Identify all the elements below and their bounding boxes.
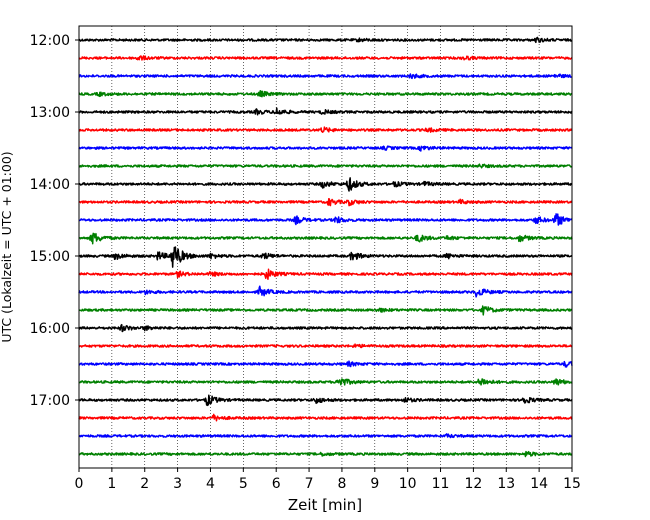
x-tick-label: 5	[239, 476, 248, 492]
y-tick-label: 17:00	[30, 393, 70, 409]
x-tick-label: 9	[370, 476, 379, 492]
seismic-trace-12:00	[78, 36, 573, 44]
x-tick-label: 6	[272, 476, 281, 492]
seismic-trace-12:30	[78, 73, 573, 80]
plot-frame	[78, 25, 573, 469]
seismic-trace-15:30	[78, 285, 573, 298]
seismic-trace-16:45	[78, 378, 573, 386]
seismic-trace-14:30	[78, 213, 573, 226]
x-axis-ticks: 0 1 2 3 4 5 6 7 8 9 10 11 12 13 14 15	[75, 468, 581, 492]
seismic-trace-17:45	[78, 450, 573, 458]
seismic-trace-13:45	[78, 163, 573, 169]
x-tick-label: 4	[206, 476, 215, 492]
x-tick-label: 8	[337, 476, 346, 492]
x-tick-label: 10	[399, 476, 417, 492]
y-tick-label: 16:00	[30, 321, 70, 337]
x-axis-label: Zeit [min]	[288, 496, 362, 514]
seismic-trace-13:30	[78, 145, 573, 152]
seismic-trace-15:15	[78, 268, 573, 280]
seismic-trace-14:45	[78, 232, 573, 245]
y-tick-label: 14:00	[30, 177, 70, 193]
x-tick-label: 12	[464, 476, 482, 492]
seismic-trace-12:45	[78, 89, 573, 98]
seismic-trace-17:00	[78, 394, 573, 407]
y-axis-label: UTC (Lokalzeit = UTC + 01:00)	[0, 151, 14, 342]
seismic-trace-16:00	[78, 323, 573, 333]
y-tick-label: 15:00	[30, 249, 70, 265]
seismic-trace-15:00	[78, 246, 573, 268]
seismic-trace-17:15	[78, 413, 573, 422]
x-tick-label: 14	[530, 476, 548, 492]
seismic-trace-17:30	[78, 433, 573, 439]
seismic-trace-12:15	[78, 55, 573, 61]
trace-layer	[78, 36, 573, 458]
seismic-trace-14:00	[78, 177, 573, 192]
x-tick-label: 1	[107, 476, 116, 492]
y-axis-ticks: 12:00 13:00 14:00 15:00 16:00 17:00	[30, 33, 79, 409]
x-tick-label: 15	[563, 476, 581, 492]
seismic-trace-16:30	[78, 360, 573, 368]
seismic-trace-13:15	[78, 126, 573, 133]
x-tick-label: 7	[305, 476, 314, 492]
seismic-trace-16:15	[78, 343, 573, 349]
y-tick-label: 12:00	[30, 33, 70, 49]
seismic-trace-15:45	[78, 305, 573, 316]
x-tick-label: 0	[75, 476, 84, 492]
y-tick-label: 13:00	[30, 105, 70, 121]
x-tick-label: 2	[140, 476, 149, 492]
seismic-trace-14:15	[78, 198, 573, 207]
x-tick-label: 3	[173, 476, 182, 492]
x-tick-label: 11	[432, 476, 450, 492]
seismic-trace-13:00	[78, 107, 573, 116]
x-tick-label: 13	[497, 476, 515, 492]
